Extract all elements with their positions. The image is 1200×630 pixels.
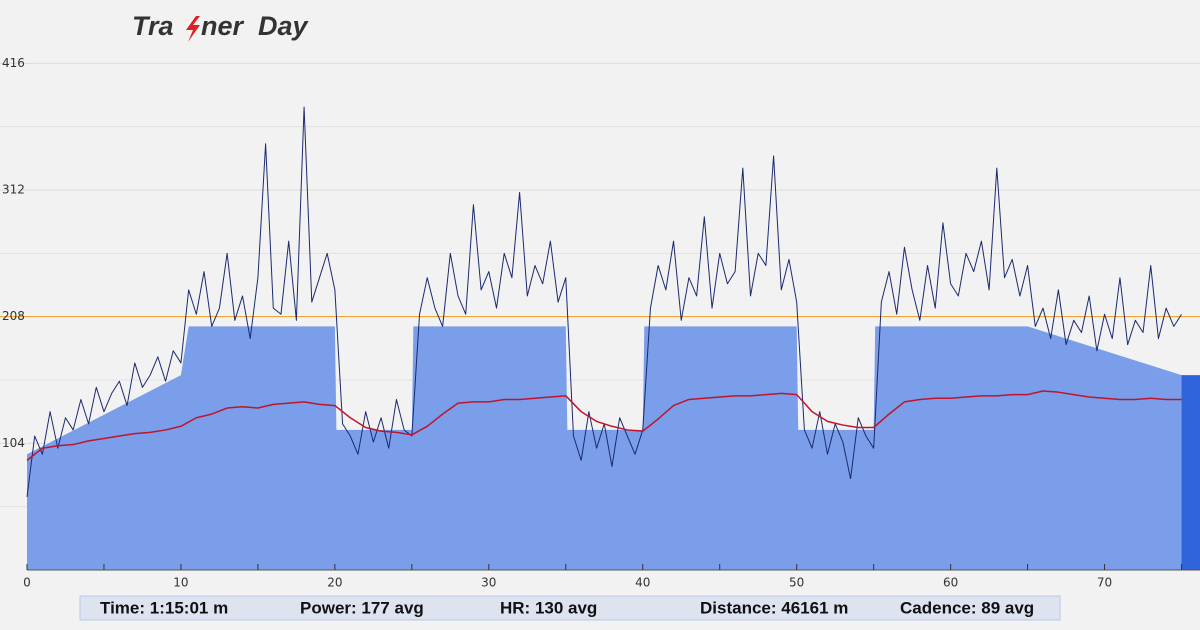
x-tick-label: 30 bbox=[481, 576, 496, 590]
stat: Power: 177 avg bbox=[300, 598, 424, 617]
logo-bolt bbox=[186, 16, 200, 42]
y-tick-label: 416 bbox=[2, 56, 25, 70]
y-tick-label: 104 bbox=[2, 436, 25, 450]
logo-part: Tra bbox=[132, 11, 174, 41]
x-tick-label: 50 bbox=[789, 576, 804, 590]
x-tick-label: 20 bbox=[327, 576, 342, 590]
logo-part: Day bbox=[258, 11, 310, 41]
y-tick-label: 312 bbox=[2, 183, 25, 197]
progress-bar bbox=[1181, 375, 1200, 570]
stats: Time: 1:15:01 m Power: 177 avg HR: 130 avg… bbox=[100, 598, 1034, 617]
stat: HR: 130 avg bbox=[500, 598, 597, 617]
plot bbox=[0, 106, 1200, 570]
x-tick-label: 0 bbox=[23, 576, 31, 590]
x-tick-label: 70 bbox=[1097, 576, 1112, 590]
logo-part: ner bbox=[201, 11, 245, 41]
x-tick-label: 10 bbox=[173, 576, 188, 590]
stat: Distance: 46161 m bbox=[700, 598, 848, 617]
stats-bar bbox=[79, 595, 1061, 621]
axes: 104 208 312 416 0 10 20 30 40 50 60 70 bbox=[2, 56, 1200, 590]
y-tick-label: 208 bbox=[2, 309, 25, 323]
series-line bbox=[26, 390, 1182, 461]
x-tick-label: 60 bbox=[943, 576, 958, 590]
x-tick-label: 40 bbox=[635, 576, 650, 590]
logo: Tra ner Day bbox=[132, 11, 310, 42]
stat: Cadence: 89 avg bbox=[900, 598, 1034, 617]
stat: Time: 1:15:01 m bbox=[100, 598, 228, 617]
target-area bbox=[27, 326, 1182, 570]
